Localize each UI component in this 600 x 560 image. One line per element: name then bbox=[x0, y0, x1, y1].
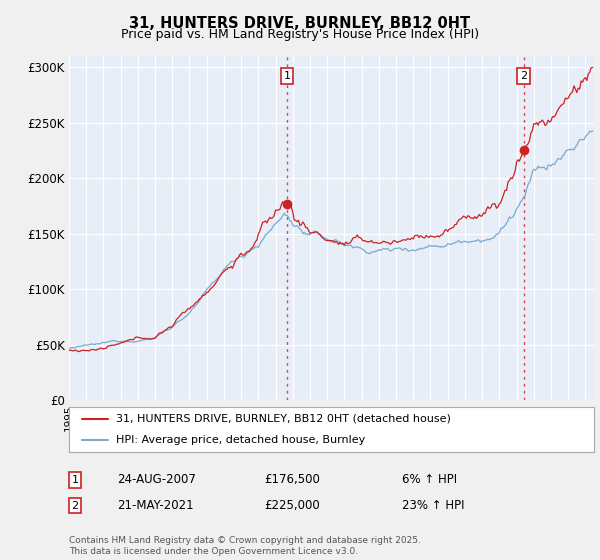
Text: £225,000: £225,000 bbox=[264, 499, 320, 512]
Text: Contains HM Land Registry data © Crown copyright and database right 2025.
This d: Contains HM Land Registry data © Crown c… bbox=[69, 536, 421, 556]
Text: HPI: Average price, detached house, Burnley: HPI: Average price, detached house, Burn… bbox=[116, 435, 365, 445]
Text: 2: 2 bbox=[520, 71, 527, 81]
Text: Price paid vs. HM Land Registry's House Price Index (HPI): Price paid vs. HM Land Registry's House … bbox=[121, 28, 479, 41]
Text: 2: 2 bbox=[71, 501, 79, 511]
Text: 21-MAY-2021: 21-MAY-2021 bbox=[117, 499, 194, 512]
Text: 31, HUNTERS DRIVE, BURNLEY, BB12 0HT: 31, HUNTERS DRIVE, BURNLEY, BB12 0HT bbox=[130, 16, 470, 31]
Text: 1: 1 bbox=[71, 475, 79, 485]
Text: 6% ↑ HPI: 6% ↑ HPI bbox=[402, 473, 457, 487]
Text: 23% ↑ HPI: 23% ↑ HPI bbox=[402, 499, 464, 512]
Text: £176,500: £176,500 bbox=[264, 473, 320, 487]
Text: 24-AUG-2007: 24-AUG-2007 bbox=[117, 473, 196, 487]
Text: 1: 1 bbox=[284, 71, 290, 81]
Text: 31, HUNTERS DRIVE, BURNLEY, BB12 0HT (detached house): 31, HUNTERS DRIVE, BURNLEY, BB12 0HT (de… bbox=[116, 414, 451, 424]
